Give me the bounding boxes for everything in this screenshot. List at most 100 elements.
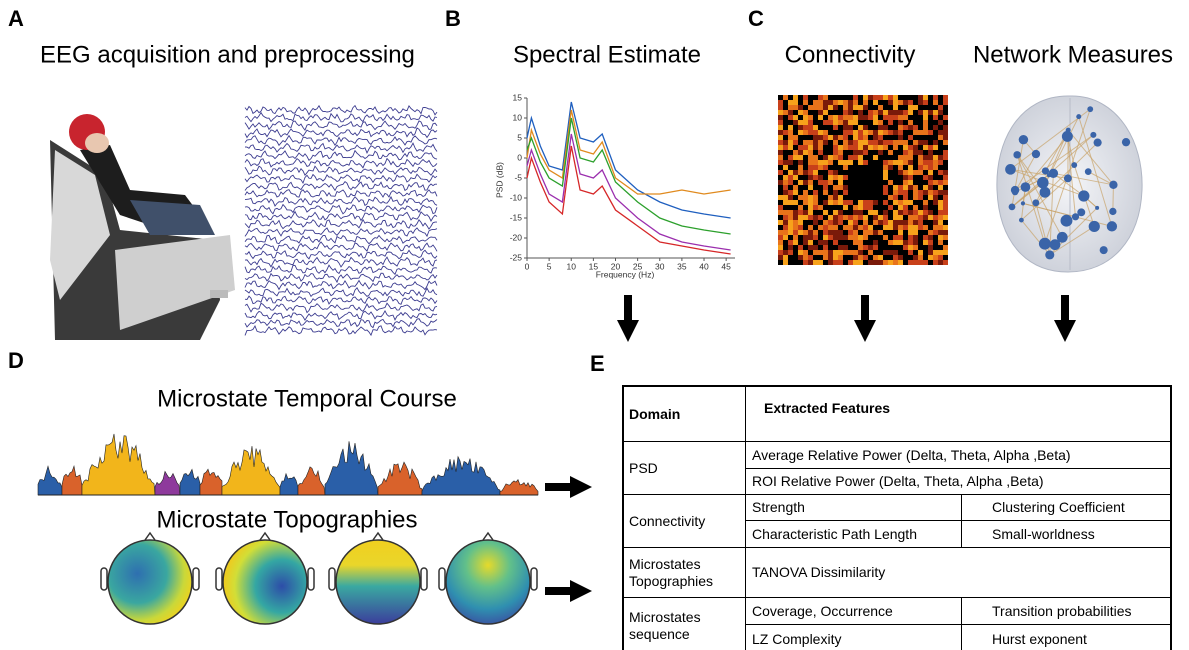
matrix-cell <box>823 95 828 100</box>
matrix-cell <box>788 160 793 165</box>
matrix-cell <box>858 260 863 265</box>
matrix-cell <box>843 140 848 145</box>
matrix-cell <box>848 105 853 110</box>
matrix-cell <box>858 240 863 245</box>
matrix-cell <box>838 185 843 190</box>
matrix-cell <box>778 255 783 260</box>
matrix-cell <box>913 230 918 235</box>
matrix-cell <box>778 230 783 235</box>
matrix-cell <box>908 155 913 160</box>
matrix-cell <box>818 130 823 135</box>
brain-node <box>1045 250 1054 259</box>
matrix-cell <box>793 190 798 195</box>
panel-title: EEG acquisition and preprocessing <box>40 41 415 68</box>
matrix-cell <box>878 120 883 125</box>
features-table: DomainExtracted FeaturesPSDAverage Relat… <box>622 385 1172 650</box>
matrix-cell <box>878 215 883 220</box>
matrix-cell <box>903 190 908 195</box>
matrix-cell <box>873 245 878 250</box>
matrix-cell <box>793 170 798 175</box>
matrix-cell <box>878 260 883 265</box>
matrix-cell <box>943 190 948 195</box>
feature-cell: Coverage, Occurrence <box>745 597 961 624</box>
matrix-cell <box>783 235 788 240</box>
matrix-cell <box>913 185 918 190</box>
matrix-cell <box>848 155 853 160</box>
matrix-cell <box>878 220 883 225</box>
matrix-cell <box>933 250 938 255</box>
matrix-cell <box>923 110 928 115</box>
matrix-cell <box>853 130 858 135</box>
matrix-cell <box>943 235 948 240</box>
matrix-cell <box>888 100 893 105</box>
matrix-cell <box>943 170 948 175</box>
matrix-cell <box>793 115 798 120</box>
matrix-cell <box>898 240 903 245</box>
matrix-cell <box>918 215 923 220</box>
brain-node <box>1013 151 1020 158</box>
matrix-cell <box>863 215 868 220</box>
matrix-cell <box>938 240 943 245</box>
matrix-cell <box>813 140 818 145</box>
psd-line <box>527 118 731 234</box>
matrix-cell <box>803 190 808 195</box>
matrix-cell <box>823 250 828 255</box>
matrix-cell <box>813 135 818 140</box>
matrix-cell <box>943 260 948 265</box>
matrix-cell <box>893 160 898 165</box>
panel-title: Microstate Temporal Course <box>157 385 457 412</box>
matrix-cell <box>898 215 903 220</box>
matrix-cell <box>893 210 898 215</box>
matrix-cell <box>843 235 848 240</box>
matrix-cell <box>933 260 938 265</box>
matrix-cell <box>798 195 803 200</box>
matrix-cell <box>833 145 838 150</box>
matrix-cell <box>878 140 883 145</box>
matrix-cell <box>803 180 808 185</box>
matrix-cell <box>808 160 813 165</box>
matrix-cell <box>798 250 803 255</box>
matrix-cell <box>903 200 908 205</box>
y-tick-label: 10 <box>513 112 523 122</box>
x-tick-label: 10 <box>567 261 577 271</box>
matrix-cell <box>853 145 858 150</box>
matrix-cell <box>808 140 813 145</box>
matrix-cell <box>803 140 808 145</box>
matrix-cell <box>828 215 833 220</box>
x-axis-label: Frequency (Hz) <box>596 269 655 279</box>
matrix-cell <box>823 130 828 135</box>
matrix-cell <box>928 130 933 135</box>
eeg-trace <box>245 174 437 183</box>
matrix-cell <box>793 220 798 225</box>
matrix-cell <box>803 110 808 115</box>
matrix-cell <box>868 230 873 235</box>
matrix-cell <box>788 125 793 130</box>
matrix-cell <box>778 145 783 150</box>
matrix-cell <box>938 180 943 185</box>
brain-node <box>1040 187 1051 198</box>
matrix-cell <box>803 240 808 245</box>
matrix-cell <box>858 235 863 240</box>
matrix-cell <box>808 260 813 265</box>
matrix-cell <box>778 210 783 215</box>
matrix-cell <box>823 135 828 140</box>
matrix-cell <box>843 160 848 165</box>
domain-cell: PSD <box>623 441 745 494</box>
matrix-cell <box>793 140 798 145</box>
matrix-cell <box>918 250 923 255</box>
matrix-cell <box>863 235 868 240</box>
matrix-cell <box>823 240 828 245</box>
matrix-cell <box>923 130 928 135</box>
matrix-cell <box>843 215 848 220</box>
matrix-cell <box>873 100 878 105</box>
brain-node <box>1122 138 1130 146</box>
matrix-cell <box>813 245 818 250</box>
matrix-cell <box>898 185 903 190</box>
brain-node <box>1009 204 1016 211</box>
matrix-cell <box>823 165 828 170</box>
brain-node <box>1019 218 1024 223</box>
matrix-cell <box>853 225 858 230</box>
matrix-cell <box>868 260 873 265</box>
matrix-cell <box>928 180 933 185</box>
x-tick-label: 15 <box>589 261 599 271</box>
